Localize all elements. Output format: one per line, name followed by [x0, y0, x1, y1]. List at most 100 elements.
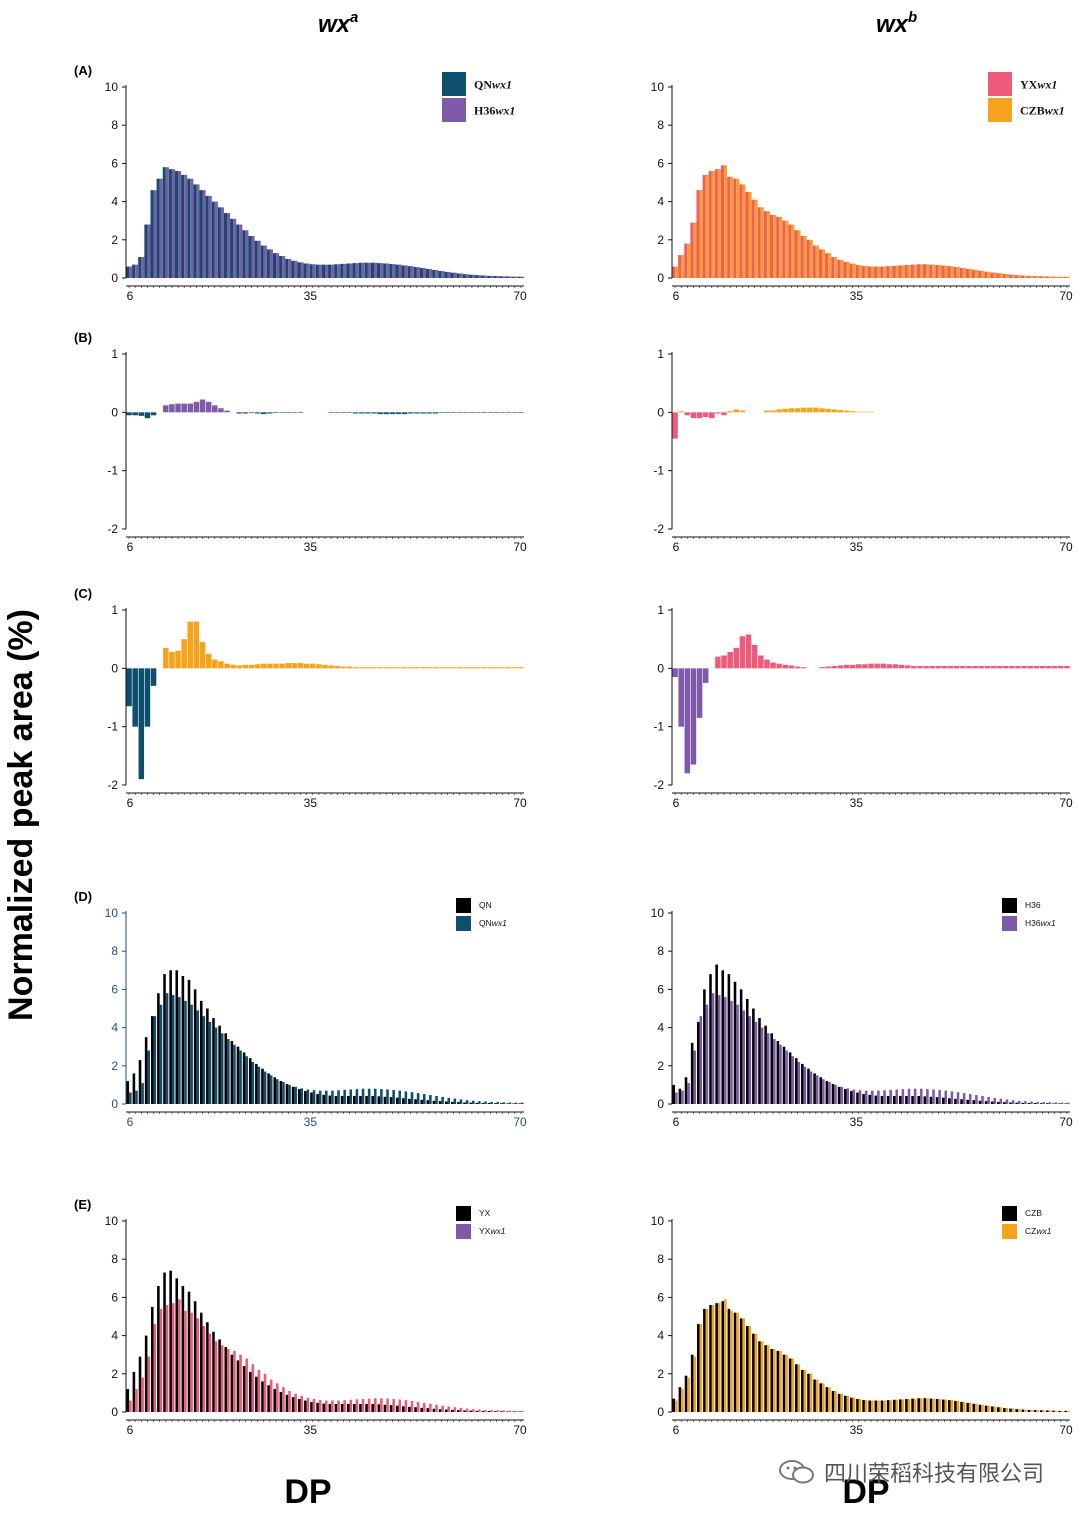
- bar: [337, 1400, 340, 1412]
- bar: [981, 1404, 984, 1412]
- bar: [806, 239, 810, 278]
- x-tick-label: 35: [304, 1115, 318, 1129]
- bar: [889, 1089, 892, 1104]
- bar: [770, 662, 776, 669]
- bar: [499, 412, 506, 413]
- bar: [850, 1091, 853, 1104]
- bar: [361, 1399, 365, 1412]
- bar: [984, 666, 991, 669]
- bar: [917, 1095, 920, 1104]
- bar: [383, 1096, 387, 1104]
- y-tick-label: 6: [111, 1290, 118, 1304]
- bar: [1015, 666, 1021, 669]
- bar: [481, 667, 487, 669]
- bar: [499, 667, 506, 669]
- panel-label: (B): [74, 330, 92, 345]
- bar: [392, 1399, 395, 1412]
- bar: [904, 665, 911, 669]
- bar: [813, 1379, 816, 1412]
- bar: [696, 412, 703, 419]
- bar: [782, 220, 786, 278]
- bar: [214, 1341, 218, 1412]
- bar: [279, 663, 285, 669]
- bar: [1027, 275, 1031, 278]
- bar: [941, 1097, 945, 1104]
- bar: [785, 1050, 788, 1104]
- bar: [163, 1272, 166, 1412]
- bar: [257, 240, 261, 278]
- bar: [365, 412, 371, 414]
- bar: [766, 211, 770, 278]
- x-tick-label: 6: [127, 540, 134, 554]
- panel-label: (A): [74, 63, 92, 78]
- bar: [929, 1398, 933, 1412]
- bar: [690, 668, 697, 765]
- bar: [788, 224, 792, 278]
- bar: [239, 1354, 242, 1412]
- bar: [1030, 1101, 1033, 1104]
- bar: [935, 1097, 939, 1104]
- bar: [373, 1398, 377, 1412]
- bar: [380, 263, 384, 278]
- bar: [672, 1398, 676, 1412]
- bar: [214, 1027, 218, 1104]
- bar: [205, 195, 209, 278]
- bar: [414, 412, 420, 414]
- bar: [1054, 1102, 1058, 1104]
- bar: [687, 243, 691, 278]
- x-tick-label: 70: [1059, 796, 1073, 810]
- bar: [690, 1042, 694, 1104]
- y-tick-label: -2: [653, 778, 664, 792]
- bar: [312, 264, 316, 278]
- bar: [834, 1084, 837, 1104]
- bar: [1011, 1100, 1015, 1104]
- bar: [328, 665, 334, 669]
- bar: [1009, 666, 1015, 669]
- bar: [165, 1305, 169, 1412]
- bar: [196, 1010, 199, 1104]
- bar: [288, 1390, 291, 1412]
- x-tick-label: 6: [127, 796, 134, 810]
- bar: [690, 1354, 694, 1412]
- y-tick-label: 1: [657, 603, 664, 617]
- bar: [398, 264, 402, 278]
- bar: [499, 276, 503, 278]
- y-tick-label: -1: [107, 464, 118, 478]
- bar: [733, 981, 737, 1104]
- bar: [702, 174, 706, 278]
- bar: [150, 668, 157, 686]
- bar: [163, 405, 169, 413]
- bar: [331, 264, 335, 278]
- bar: [230, 1354, 234, 1412]
- bar: [926, 264, 930, 278]
- bar: [481, 1411, 485, 1412]
- bar: [840, 1086, 843, 1104]
- legend-swatch: [456, 1224, 471, 1239]
- bar: [791, 1056, 794, 1104]
- bar: [742, 184, 746, 278]
- bar: [748, 1016, 752, 1104]
- bar: [248, 664, 255, 669]
- bar: [1060, 1102, 1064, 1104]
- bar: [138, 1060, 142, 1104]
- y-tick-label: 6: [657, 156, 664, 170]
- bar: [923, 1096, 927, 1104]
- y-tick-label: 2: [111, 1367, 118, 1381]
- bar: [763, 211, 767, 278]
- bar: [953, 666, 960, 669]
- bar: [791, 224, 795, 278]
- bar: [849, 263, 853, 278]
- bar: [1064, 1103, 1067, 1104]
- bar: [948, 1400, 951, 1412]
- bar: [947, 666, 954, 669]
- bars: [672, 1299, 1070, 1412]
- bar: [441, 270, 445, 278]
- bar: [346, 412, 353, 413]
- bar: [377, 412, 383, 415]
- bar: [690, 412, 697, 419]
- x-tick-label: 6: [673, 289, 680, 303]
- bar: [318, 1090, 322, 1104]
- bar: [889, 266, 893, 278]
- bar: [1042, 1102, 1046, 1104]
- bar: [126, 1081, 130, 1104]
